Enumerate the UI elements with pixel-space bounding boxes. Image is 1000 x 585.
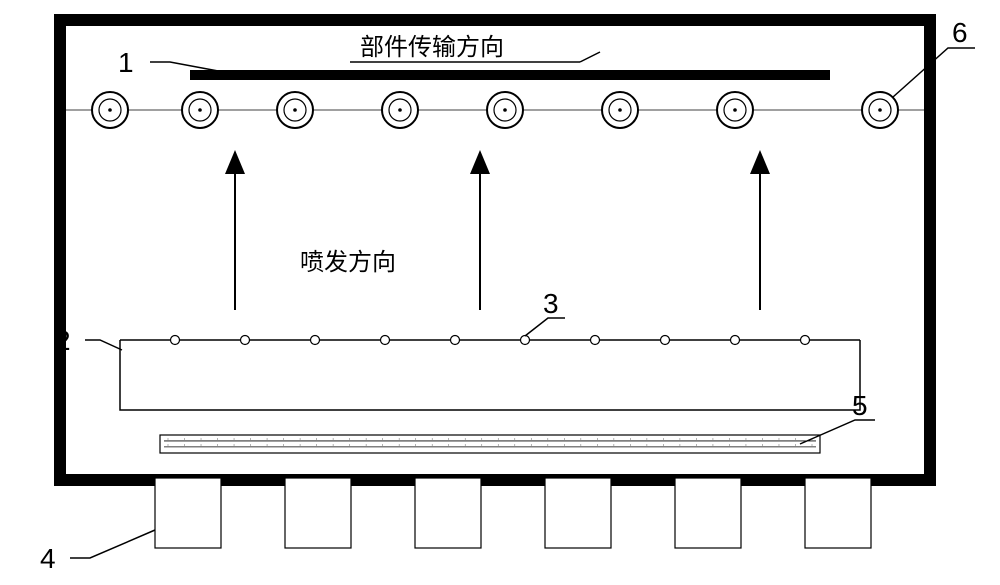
transport-direction-label: 部件传输方向 (360, 34, 504, 61)
spray-hole (801, 336, 810, 345)
callout-l2: 2 (55, 325, 71, 356)
spray-hole (661, 336, 670, 345)
roller (92, 92, 128, 128)
hatched-bar (160, 435, 820, 453)
callout-l3: 3 (543, 288, 559, 319)
roller (487, 92, 523, 128)
roller (717, 92, 753, 128)
spray-hole (381, 336, 390, 345)
leader-line-l3 (525, 318, 565, 336)
spray-hole (731, 336, 740, 345)
callout-l1: 1 (118, 47, 134, 78)
transport-tail (580, 52, 600, 62)
outer-frame (60, 20, 930, 480)
leader-line-l4 (70, 530, 155, 558)
spray-hole (591, 336, 600, 345)
callout-l6: 6 (952, 17, 968, 48)
leader-line-l2 (85, 340, 122, 350)
crucible-box (120, 340, 860, 410)
spray-hole (171, 336, 180, 345)
roller (602, 92, 638, 128)
spray-hole (521, 336, 530, 345)
spray-hole (241, 336, 250, 345)
roller (862, 92, 898, 128)
heater-block (675, 478, 741, 548)
spray-hole (451, 336, 460, 345)
heater-block (545, 478, 611, 548)
heater-block (415, 478, 481, 548)
heater-block (285, 478, 351, 548)
heater-block (805, 478, 871, 548)
callout-l5: 5 (852, 390, 868, 421)
roller (382, 92, 418, 128)
roller (277, 92, 313, 128)
roller (182, 92, 218, 128)
diagram-canvas: 部件传输方向喷发方向 1 2 3 4 5 6 (0, 0, 1000, 585)
spray-direction-label: 喷发方向 (300, 249, 396, 276)
heater-block (155, 478, 221, 548)
callout-l4: 4 (40, 543, 56, 574)
spray-hole (311, 336, 320, 345)
